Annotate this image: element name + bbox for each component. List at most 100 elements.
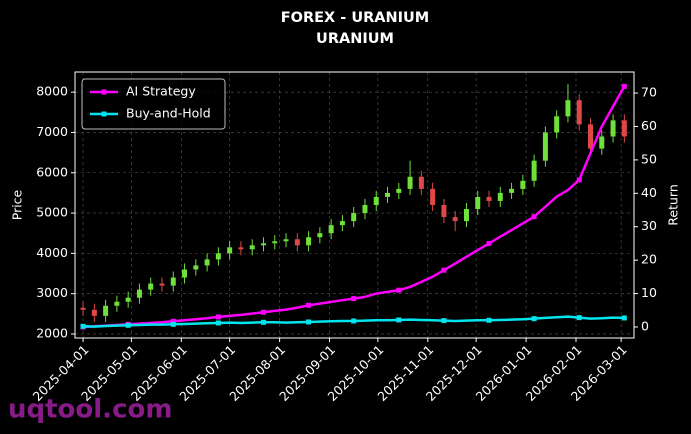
legend-swatch-marker bbox=[101, 111, 107, 117]
line-marker bbox=[125, 322, 131, 328]
line-marker bbox=[531, 214, 537, 220]
candle-body bbox=[238, 247, 244, 250]
line-marker bbox=[396, 317, 402, 323]
y2-tick-label: 10 bbox=[641, 285, 657, 300]
line-marker bbox=[486, 240, 492, 246]
chart-title: FOREX - URANIUM bbox=[281, 10, 430, 26]
line-marker bbox=[306, 302, 312, 308]
candle-body bbox=[362, 205, 368, 214]
y-tick-label: 3000 bbox=[36, 285, 68, 300]
legend-swatch-marker bbox=[101, 89, 107, 95]
line-marker bbox=[621, 315, 627, 321]
candle-body bbox=[554, 116, 560, 133]
line-marker bbox=[260, 319, 266, 325]
candle-body bbox=[249, 245, 255, 250]
candle-body bbox=[306, 237, 312, 246]
candle-body bbox=[599, 136, 605, 149]
candle-body bbox=[193, 265, 199, 270]
y2-tick-label: 50 bbox=[641, 151, 657, 166]
y2-axis-label: Return bbox=[666, 184, 681, 225]
candle-body bbox=[103, 305, 109, 316]
y2-tick-label: 0 bbox=[641, 318, 649, 333]
candle-body bbox=[610, 120, 616, 137]
line-marker bbox=[215, 320, 221, 326]
candle-body bbox=[588, 124, 594, 149]
line-marker bbox=[441, 318, 447, 324]
watermark: uqtool.com bbox=[8, 395, 172, 425]
candle-body bbox=[272, 241, 278, 244]
y2-tick-label: 60 bbox=[641, 118, 657, 133]
line-marker bbox=[441, 267, 447, 273]
candle-body bbox=[441, 205, 447, 218]
line-marker bbox=[396, 287, 402, 293]
candle-body bbox=[463, 209, 469, 222]
candle-body bbox=[148, 283, 154, 290]
line-marker bbox=[215, 314, 221, 320]
candle-body bbox=[486, 196, 492, 201]
candle-body bbox=[283, 239, 289, 242]
line-marker bbox=[306, 319, 312, 325]
candle-body bbox=[475, 196, 481, 210]
candle-body bbox=[260, 243, 266, 246]
candle-body bbox=[531, 160, 537, 181]
y-tick-label: 6000 bbox=[36, 164, 68, 179]
candle-body bbox=[396, 188, 402, 193]
candle-body bbox=[497, 192, 503, 201]
line-marker bbox=[351, 296, 357, 302]
candle-body bbox=[317, 233, 323, 238]
candle-body bbox=[159, 283, 165, 286]
line-marker bbox=[351, 318, 357, 324]
y-axis-label: Price bbox=[10, 189, 25, 220]
plot-frame bbox=[74, 71, 635, 339]
y-tick-label: 4000 bbox=[36, 245, 68, 260]
candle-body bbox=[351, 213, 357, 222]
candle-body bbox=[509, 188, 515, 193]
candle-body bbox=[430, 188, 436, 205]
candle-body bbox=[114, 301, 120, 306]
line-marker bbox=[621, 83, 627, 89]
y2-tick-label: 40 bbox=[641, 185, 657, 200]
line-marker bbox=[170, 318, 176, 324]
candle-body bbox=[565, 100, 571, 117]
line-marker bbox=[576, 315, 582, 321]
y-tick-label: 7000 bbox=[36, 124, 68, 139]
line-marker bbox=[80, 323, 86, 329]
candle-body bbox=[621, 120, 627, 137]
candle-body bbox=[91, 309, 97, 316]
y-tick-label: 8000 bbox=[36, 84, 68, 99]
candle-body bbox=[328, 225, 334, 234]
candle-body bbox=[170, 277, 176, 286]
candle-body bbox=[385, 192, 391, 197]
candle-body bbox=[407, 176, 413, 189]
candle-body bbox=[215, 253, 221, 260]
y2-tick-label: 30 bbox=[641, 218, 657, 233]
legend-label: AI Strategy bbox=[126, 84, 196, 99]
candle-body bbox=[339, 221, 345, 226]
line-marker bbox=[170, 321, 176, 327]
candle-body bbox=[125, 297, 131, 302]
candle-body bbox=[576, 100, 582, 125]
line-marker bbox=[576, 177, 582, 183]
candle-body bbox=[373, 196, 379, 205]
candle-body bbox=[227, 247, 233, 254]
candle-body bbox=[136, 289, 142, 298]
candle-body bbox=[80, 307, 86, 310]
candle-body bbox=[294, 239, 300, 246]
candle-body bbox=[418, 176, 424, 189]
legend: AI Strategy Buy-and-Hold bbox=[81, 78, 226, 130]
candle-body bbox=[520, 180, 526, 189]
candle-body bbox=[182, 269, 188, 278]
y2-tick-label: 20 bbox=[641, 252, 657, 267]
candle-body bbox=[204, 259, 210, 266]
line-marker bbox=[531, 316, 537, 322]
line-marker bbox=[486, 317, 492, 323]
candle-body bbox=[542, 132, 548, 161]
candle-body bbox=[452, 217, 458, 222]
legend-label: Buy-and-Hold bbox=[126, 106, 211, 121]
line-marker bbox=[260, 309, 266, 315]
chart-subtitle: URANIUM bbox=[316, 31, 394, 47]
y-tick-label: 5000 bbox=[36, 205, 68, 220]
y2-tick-label: 70 bbox=[641, 85, 657, 100]
